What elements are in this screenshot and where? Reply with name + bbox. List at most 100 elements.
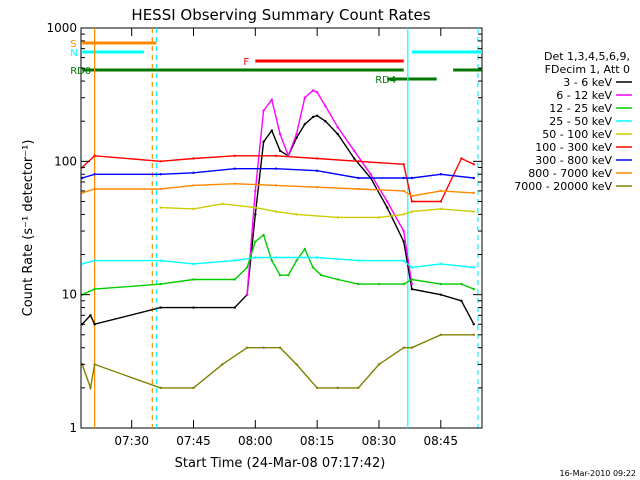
series-line-800-7000-kev: [81, 182, 474, 197]
data-point: [402, 346, 405, 349]
y-axis-label: Count Rate (s⁻¹ detector⁻¹): [21, 140, 36, 317]
data-point: [287, 273, 290, 277]
data-point: [221, 363, 224, 366]
data-point: [357, 160, 360, 163]
x-tick-label: 08:00: [238, 434, 273, 448]
status-label: N: [70, 48, 77, 59]
data-point: [315, 157, 319, 160]
data-point: [315, 114, 319, 117]
data-point: [254, 206, 257, 209]
data-point: [439, 189, 442, 193]
data-point: [311, 89, 315, 92]
legend-label: 6 - 12 keV: [556, 89, 612, 102]
data-point: [357, 386, 360, 390]
data-point: [410, 282, 414, 286]
data-point: [159, 306, 162, 309]
data-point: [410, 266, 414, 269]
data-point: [159, 206, 162, 209]
plot-frame: [80, 27, 483, 429]
data-point: [81, 262, 84, 266]
x-tick-label: 08:30: [362, 434, 397, 448]
data-point: [472, 210, 475, 213]
data-point: [159, 282, 162, 286]
status-label: RD0: [70, 66, 91, 77]
data-point: [93, 187, 96, 191]
data-point: [93, 323, 96, 326]
data-point: [192, 278, 195, 281]
data-point: [303, 96, 306, 99]
x-axis-label: Start Time (24-Mar-08 07:17:42): [175, 456, 386, 471]
legend-label: 25 - 50 keV: [549, 115, 612, 128]
data-point: [278, 149, 282, 152]
data-point: [295, 213, 298, 216]
data-point: [410, 200, 414, 203]
data-point: [324, 119, 327, 123]
data-point: [402, 189, 405, 193]
data-point: [439, 262, 442, 266]
data-point: [439, 200, 442, 203]
data-point: [336, 278, 339, 281]
data-point: [295, 259, 298, 262]
vertical-markers: [94, 28, 479, 428]
data-point: [89, 386, 92, 390]
data-point: [315, 386, 319, 390]
data-point: [324, 104, 327, 108]
data-point: [192, 306, 195, 309]
legend-header: FDecim 1, Att 0: [545, 63, 630, 76]
data-point: [233, 167, 236, 170]
data-point: [93, 173, 96, 176]
data-point: [402, 240, 405, 243]
data-point: [472, 176, 475, 180]
data-point: [377, 363, 381, 366]
series-line-3-6-kev: [81, 114, 475, 326]
x-tick-label: 07:45: [176, 434, 211, 448]
data-point: [274, 154, 278, 158]
data-point: [233, 259, 236, 262]
data-point: [402, 163, 405, 166]
data-point: [386, 206, 389, 209]
data-point: [295, 132, 298, 136]
legend-label: 3 - 6 keV: [563, 76, 612, 89]
data-point: [274, 167, 278, 170]
data-point: [93, 287, 96, 291]
series-line-100-300-kev: [81, 155, 475, 203]
data-point: [357, 176, 360, 180]
data-point: [315, 90, 319, 94]
legend-label: 800 - 7000 keV: [528, 167, 612, 180]
data-point: [472, 191, 475, 195]
legend-label: 100 - 300 keV: [535, 141, 612, 154]
chart-title: HESSI Observing Summary Count Rates: [131, 6, 430, 24]
data-point: [439, 333, 442, 337]
series-line-300-800-kev: [81, 167, 474, 179]
data-point: [262, 233, 265, 237]
data-point: [303, 122, 306, 126]
legend: Det 1,3,4,5,6,9,FDecim 1, Att 03 - 6 keV…: [514, 50, 632, 193]
data-point: [233, 306, 236, 309]
y-tick-label: 10: [62, 288, 77, 302]
data-point: [233, 182, 236, 185]
data-point: [245, 293, 249, 296]
data-point: [278, 132, 282, 136]
data-point: [278, 273, 282, 277]
data-point: [233, 154, 236, 158]
status-label: F: [243, 57, 249, 68]
data-point: [192, 207, 195, 211]
data-point: [402, 213, 405, 216]
data-point: [386, 200, 389, 203]
data-point: [315, 185, 319, 189]
data-point: [472, 323, 475, 326]
data-point: [262, 346, 265, 349]
data-point: [278, 346, 282, 349]
data-point: [311, 266, 315, 269]
data-point: [315, 256, 319, 259]
data-point: [311, 115, 315, 119]
data-point: [460, 299, 463, 302]
y-tick-label: 1: [69, 421, 77, 435]
series-line-50-100-kev: [160, 203, 474, 219]
data-point: [192, 386, 195, 390]
data-point: [369, 173, 372, 176]
data-point: [303, 247, 306, 251]
data-point: [254, 256, 257, 259]
data-point: [93, 154, 96, 158]
data-point: [439, 293, 442, 296]
